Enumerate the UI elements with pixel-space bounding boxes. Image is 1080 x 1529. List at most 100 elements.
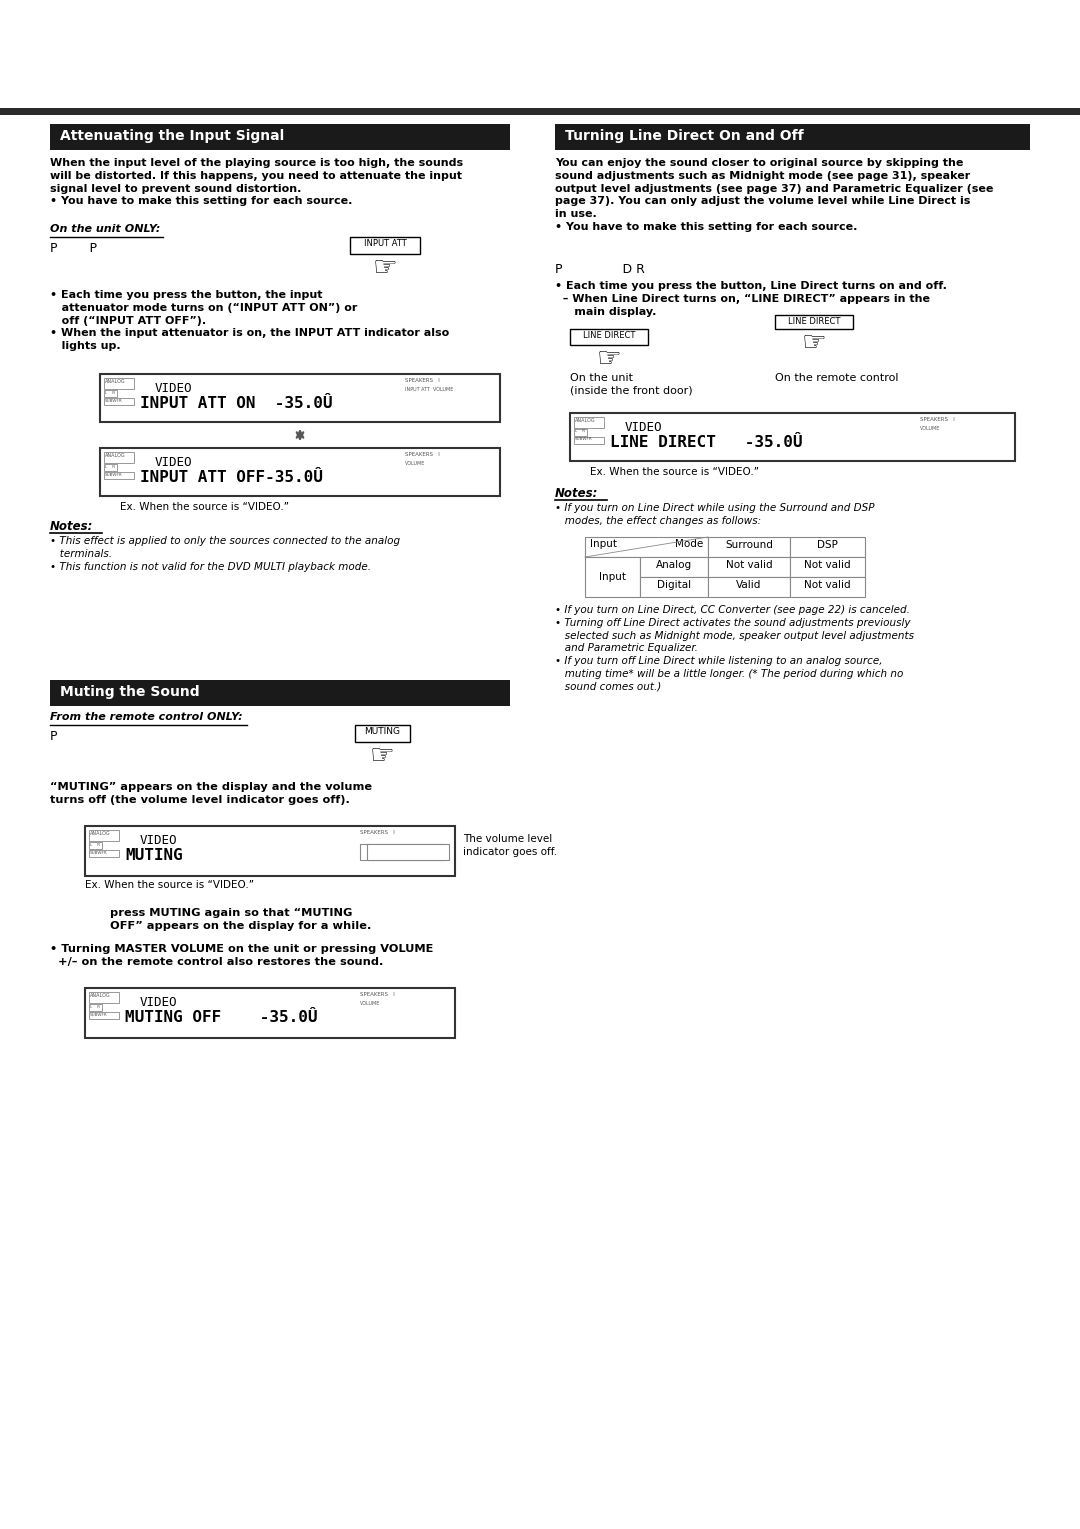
Text: VOLUME: VOLUME xyxy=(405,462,426,466)
Bar xyxy=(100,375,500,422)
Text: On the remote control: On the remote control xyxy=(775,373,899,382)
Text: L    R: L R xyxy=(105,390,116,394)
Text: Ex. When the source is “VIDEO.”: Ex. When the source is “VIDEO.” xyxy=(85,881,254,890)
Text: INPUT ATT ON  -35.0Û: INPUT ATT ON -35.0Û xyxy=(140,396,333,411)
Bar xyxy=(104,378,134,388)
Text: Analog: Analog xyxy=(656,560,692,570)
Bar xyxy=(708,537,789,557)
Text: ☞: ☞ xyxy=(369,742,394,771)
Text: ANALOG: ANALOG xyxy=(575,417,596,424)
Text: Surround: Surround xyxy=(725,540,773,550)
Bar xyxy=(585,557,640,596)
Bar xyxy=(85,988,455,1038)
Bar xyxy=(104,398,134,405)
Bar xyxy=(367,844,449,859)
Bar xyxy=(570,329,648,346)
Text: Attenuating the Input Signal: Attenuating the Input Signal xyxy=(60,128,284,144)
Text: L    R: L R xyxy=(90,842,100,847)
Text: L    R: L R xyxy=(105,465,116,468)
Text: SPEAKERS   I: SPEAKERS I xyxy=(360,830,395,835)
Text: • Turning MASTER VOLUME on the unit or pressing VOLUME
  +/– on the remote contr: • Turning MASTER VOLUME on the unit or p… xyxy=(50,943,433,966)
Text: MUTING: MUTING xyxy=(125,849,183,862)
Bar xyxy=(640,557,708,576)
Text: P: P xyxy=(50,729,57,743)
Text: • Each time you press the button, Line Direct turns on and off.
  – When Line Di: • Each time you press the button, Line D… xyxy=(555,281,947,317)
Text: The volume level
indicator goes off.: The volume level indicator goes off. xyxy=(463,833,557,856)
Text: L    R: L R xyxy=(575,430,585,434)
Text: INPUT ATT OFF-35.0Û: INPUT ATT OFF-35.0Û xyxy=(140,469,323,485)
Text: “MUTING” appears on the display and the volume
turns off (the volume level indic: “MUTING” appears on the display and the … xyxy=(50,781,373,804)
Text: Notes:: Notes: xyxy=(555,488,598,500)
Text: SUBWFR: SUBWFR xyxy=(90,850,108,855)
Text: VIDEO: VIDEO xyxy=(156,382,192,394)
Text: Ex. When the source is “VIDEO.”: Ex. When the source is “VIDEO.” xyxy=(120,502,289,512)
Bar xyxy=(789,576,865,596)
Text: • If you turn on Line Direct, CC Converter (see page 22) is canceled.
• Turning : • If you turn on Line Direct, CC Convert… xyxy=(555,605,914,691)
Bar xyxy=(570,413,1015,462)
Text: MUTING: MUTING xyxy=(364,728,400,737)
Text: LINE DIRECT   -35.0Û: LINE DIRECT -35.0Û xyxy=(610,434,802,450)
Text: SUBWFR: SUBWFR xyxy=(105,399,123,402)
Text: VIDEO: VIDEO xyxy=(140,995,177,1009)
Text: Input: Input xyxy=(590,540,617,549)
Text: SPEAKERS   I: SPEAKERS I xyxy=(405,378,440,382)
Text: ☞: ☞ xyxy=(801,329,826,356)
Text: When the input level of the playing source is too high, the sounds
will be disto: When the input level of the playing sour… xyxy=(50,157,463,206)
Bar xyxy=(89,1012,119,1018)
Bar xyxy=(104,472,134,479)
Text: Mode: Mode xyxy=(675,540,703,549)
Bar xyxy=(350,237,420,254)
Bar xyxy=(89,1005,102,1011)
Text: DSP: DSP xyxy=(816,540,837,550)
Text: SUBWFR: SUBWFR xyxy=(105,472,123,477)
Text: ANALOG: ANALOG xyxy=(90,992,110,998)
Bar xyxy=(573,417,604,428)
Bar xyxy=(555,124,1030,150)
Text: INPUT ATT  VOLUME: INPUT ATT VOLUME xyxy=(405,387,454,391)
Text: SPEAKERS   I: SPEAKERS I xyxy=(360,992,395,997)
Text: Not valid: Not valid xyxy=(804,579,850,590)
Text: Valid: Valid xyxy=(737,579,761,590)
Text: Input: Input xyxy=(598,572,625,583)
Text: VIDEO: VIDEO xyxy=(156,456,192,469)
Bar xyxy=(0,109,1080,115)
Text: Not valid: Not valid xyxy=(726,560,772,570)
Bar xyxy=(573,430,588,436)
Text: VIDEO: VIDEO xyxy=(140,833,177,847)
Text: VIDEO: VIDEO xyxy=(625,420,662,434)
Text: VOLUME: VOLUME xyxy=(920,427,941,431)
Bar xyxy=(360,844,445,859)
Text: • This effect is applied to only the sources connected to the analog
   terminal: • This effect is applied to only the sou… xyxy=(50,537,400,572)
Bar xyxy=(100,448,500,495)
Text: On the unit ONLY:: On the unit ONLY: xyxy=(50,225,160,234)
Text: ANALOG: ANALOG xyxy=(90,830,110,836)
Text: Turning Line Direct On and Off: Turning Line Direct On and Off xyxy=(565,128,804,144)
Bar xyxy=(104,453,134,463)
Bar xyxy=(89,992,119,1003)
Bar xyxy=(104,390,117,398)
Bar xyxy=(585,537,708,557)
Text: From the remote control ONLY:: From the remote control ONLY: xyxy=(50,713,243,722)
Bar xyxy=(89,842,102,849)
Text: SPEAKERS   I: SPEAKERS I xyxy=(405,453,440,457)
Bar xyxy=(85,826,455,876)
Text: ☞: ☞ xyxy=(596,346,621,373)
Bar xyxy=(789,557,865,576)
Text: LINE DIRECT: LINE DIRECT xyxy=(583,332,635,341)
Bar xyxy=(775,315,853,329)
Text: press MUTING again so that “MUTING
OFF” appears on the display for a while.: press MUTING again so that “MUTING OFF” … xyxy=(110,908,372,931)
Bar xyxy=(89,850,119,856)
Text: P               D R: P D R xyxy=(555,263,645,277)
Bar xyxy=(640,576,708,596)
Text: • Each time you press the button, the input
   attenuator mode turns on (“INPUT : • Each time you press the button, the in… xyxy=(50,291,449,352)
Text: SUBWFR: SUBWFR xyxy=(90,1012,108,1017)
Text: On the unit
(inside the front door): On the unit (inside the front door) xyxy=(570,373,692,396)
Bar xyxy=(89,830,119,841)
Bar xyxy=(50,124,510,150)
Bar xyxy=(573,437,604,443)
Text: P        P: P P xyxy=(50,242,97,255)
Text: ☞: ☞ xyxy=(373,254,397,281)
Text: SPEAKERS   I: SPEAKERS I xyxy=(920,417,955,422)
Bar xyxy=(708,557,789,576)
Text: INPUT ATT: INPUT ATT xyxy=(364,240,406,249)
